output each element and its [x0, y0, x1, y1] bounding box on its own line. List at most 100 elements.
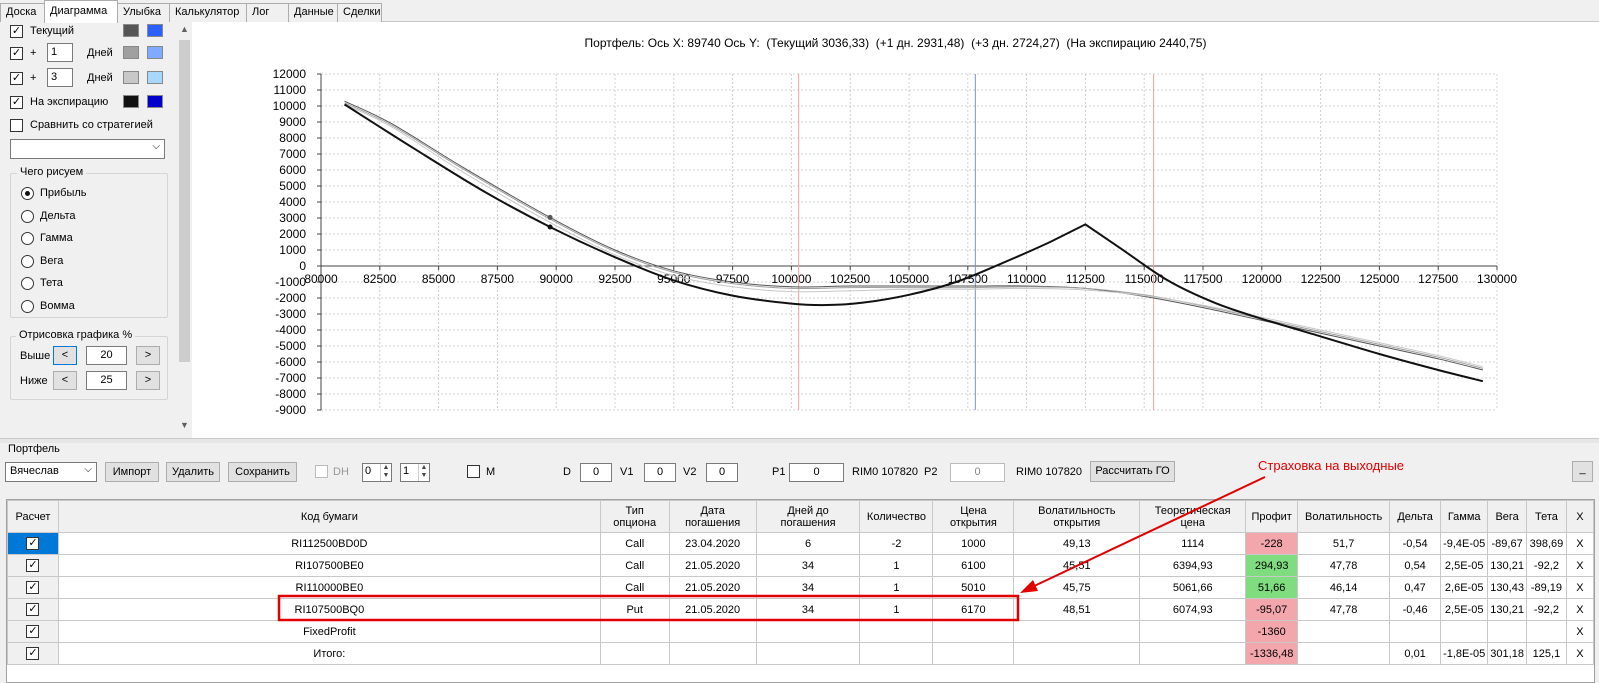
calc-cell[interactable] [7, 620, 59, 643]
splitter[interactable] [0, 438, 1599, 443]
below-increase-button[interactable]: > [136, 371, 160, 390]
remove-row-button[interactable]: X [1565, 642, 1594, 665]
remove-row-button[interactable]: X [1565, 554, 1594, 577]
calc-cell[interactable] [7, 642, 59, 665]
spin-arrows-icon[interactable]: ▲ ▼ [418, 464, 429, 481]
dh-spin-2[interactable]: 1 ▲ ▼ [400, 463, 430, 482]
above-percent-input[interactable]: 20 [86, 346, 127, 365]
remove-row-button[interactable]: X [1565, 620, 1594, 643]
plus1-days-input[interactable]: 1 [47, 43, 73, 62]
column-header[interactable]: Гамма [1440, 500, 1489, 533]
tab-6[interactable]: Данные [288, 3, 338, 22]
tab-7[interactable]: Сделки [337, 3, 382, 22]
compare-strategy-select[interactable]: ⌵ [10, 139, 165, 159]
remove-row-button[interactable]: X [1565, 532, 1594, 555]
plus3-greek-color-swatch[interactable] [147, 71, 163, 84]
p2-input[interactable]: 0 [950, 463, 1005, 482]
plus3-color-swatch[interactable] [123, 71, 139, 84]
column-header[interactable]: Тета [1525, 500, 1567, 533]
v2-input[interactable]: 0 [706, 463, 738, 482]
column-header[interactable]: Цена открытия [932, 500, 1015, 533]
plus1-color-swatch[interactable] [123, 46, 139, 59]
calc-margin-button[interactable]: Рассчитать ГО [1090, 461, 1175, 482]
delete-button[interactable]: Удалить [166, 462, 220, 482]
chart-plot[interactable]: 1200011000100009000800070006000500040003… [192, 22, 1599, 438]
current-color-swatch[interactable] [123, 24, 139, 37]
calc-checkbox[interactable] [26, 581, 40, 594]
column-header[interactable]: Количество [859, 500, 934, 533]
current-checkbox[interactable] [10, 25, 23, 38]
dh-checkbox[interactable] [315, 465, 328, 478]
column-header[interactable]: Дней до погашения [755, 500, 861, 533]
column-header[interactable]: Тип опциона [599, 500, 670, 533]
settings-scrollbar[interactable]: ▲ ▼ [177, 22, 192, 438]
table-row[interactable]: RI112500BD0DCall23.04.20206-2100049,1311… [7, 532, 1594, 555]
above-increase-button[interactable]: > [136, 346, 160, 365]
draw-mode-radio[interactable] [21, 232, 34, 245]
current-greek-color-swatch[interactable] [147, 24, 163, 37]
tab-4[interactable]: Калькулятор [169, 3, 247, 22]
calc-cell[interactable] [7, 554, 59, 577]
scrollbar-thumb[interactable] [179, 40, 190, 362]
d-input[interactable]: 0 [580, 463, 612, 482]
expiration-checkbox[interactable] [10, 96, 23, 109]
column-header[interactable]: Профит [1245, 500, 1299, 533]
tab-5[interactable]: Лог [246, 3, 289, 22]
tab-2[interactable]: Диаграмма [44, 0, 118, 23]
table-row[interactable]: RI107500BQ0Put21.05.2020341617048,516074… [7, 598, 1594, 621]
p1-input[interactable]: 0 [789, 463, 844, 482]
portfolio-table[interactable]: Расчет Код бумаги Тип опциона Дата погашени… [6, 499, 1595, 683]
column-header[interactable]: Волатильность [1297, 500, 1391, 533]
calc-checkbox[interactable] [26, 559, 40, 572]
dh-spin-1[interactable]: 0 ▲ ▼ [362, 463, 392, 482]
plus1-days-checkbox[interactable] [10, 47, 23, 60]
calc-cell[interactable] [7, 532, 59, 555]
remove-row-button[interactable]: X [1565, 576, 1594, 599]
calc-checkbox[interactable] [26, 647, 40, 660]
table-row[interactable]: RI110000BE0Call21.05.2020341501045,75506… [7, 576, 1594, 599]
save-button[interactable]: Сохранить [228, 462, 297, 482]
column-header[interactable]: Расчет [7, 500, 59, 533]
expiration-color-swatch[interactable] [123, 95, 139, 108]
calc-checkbox[interactable] [26, 625, 40, 638]
draw-mode-radio[interactable] [21, 209, 34, 223]
plus3-days-checkbox[interactable] [10, 72, 23, 85]
draw-mode-radio[interactable] [21, 187, 34, 200]
column-header[interactable]: Вега [1487, 500, 1527, 533]
plus3-days-input[interactable]: 3 [47, 68, 73, 87]
calc-cell[interactable] [7, 576, 59, 599]
compare-strategy-checkbox[interactable] [10, 119, 23, 132]
below-decrease-button[interactable]: < [53, 371, 77, 390]
m-checkbox[interactable] [467, 465, 480, 478]
draw-mode-radio[interactable] [21, 254, 34, 268]
scroll-down-icon[interactable]: ▼ [180, 420, 189, 430]
column-header[interactable]: Дельта [1389, 500, 1442, 533]
above-decrease-button[interactable]: < [53, 346, 77, 365]
import-button[interactable]: Импорт [105, 462, 159, 482]
calc-cell[interactable] [7, 598, 59, 621]
calc-checkbox[interactable] [26, 537, 40, 550]
calc-checkbox[interactable] [26, 603, 40, 616]
minimize-button[interactable]: _ [1572, 461, 1593, 482]
scroll-up-icon[interactable]: ▲ [180, 24, 189, 34]
spin-arrows-icon[interactable]: ▲ ▼ [380, 464, 391, 481]
tab-3[interactable]: Улыбка [117, 3, 170, 22]
below-percent-input[interactable]: 25 [86, 371, 127, 390]
table-row[interactable]: FixedProfit -1360 X [7, 620, 1594, 643]
plus1-greek-color-swatch[interactable] [147, 46, 163, 59]
column-header[interactable]: Дата погашения [668, 500, 757, 533]
expiration-greek-color-swatch[interactable] [147, 95, 163, 108]
v1-input[interactable]: 0 [644, 463, 676, 482]
column-header[interactable]: X [1565, 500, 1594, 533]
tab-1[interactable]: Доска [0, 3, 45, 22]
column-header[interactable]: Код бумаги [57, 500, 601, 533]
draw-mode-radio[interactable] [21, 299, 34, 313]
remove-row-button[interactable]: X [1565, 598, 1594, 621]
column-header[interactable]: Теоретическая цена [1139, 500, 1247, 533]
draw-mode-radio[interactable] [21, 277, 34, 290]
portfolio-owner-select[interactable]: Вячеслав ⌵ [5, 462, 97, 482]
profit-chart[interactable]: Портфель: Ось X: 89740 Ось Y: (Текущий 3… [192, 22, 1599, 438]
column-header[interactable]: Волатильность открытия [1013, 500, 1141, 533]
table-row[interactable]: RI107500BE0Call21.05.2020341610045,51639… [7, 554, 1594, 577]
